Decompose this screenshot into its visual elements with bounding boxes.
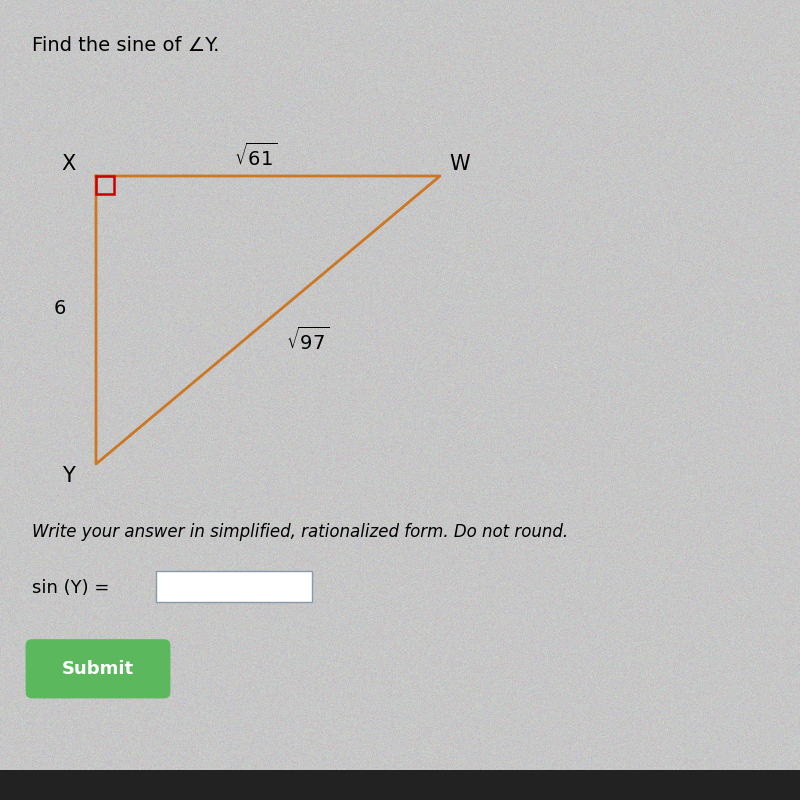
Text: W: W xyxy=(450,154,470,174)
Text: X: X xyxy=(61,154,75,174)
FancyBboxPatch shape xyxy=(156,571,312,602)
FancyBboxPatch shape xyxy=(26,639,170,698)
Text: Find the sine of ∠Y.: Find the sine of ∠Y. xyxy=(32,36,219,55)
Text: Write your answer in simplified, rationalized form. Do not round.: Write your answer in simplified, rationa… xyxy=(32,523,568,541)
Bar xyxy=(0,770,800,800)
Text: 6: 6 xyxy=(54,298,66,318)
Text: $\sqrt{97}$: $\sqrt{97}$ xyxy=(286,326,330,354)
Text: Y: Y xyxy=(62,466,74,486)
Text: sin (Y) =: sin (Y) = xyxy=(32,579,115,597)
Text: Submit: Submit xyxy=(62,660,134,678)
Text: $\sqrt{61}$: $\sqrt{61}$ xyxy=(234,142,278,170)
